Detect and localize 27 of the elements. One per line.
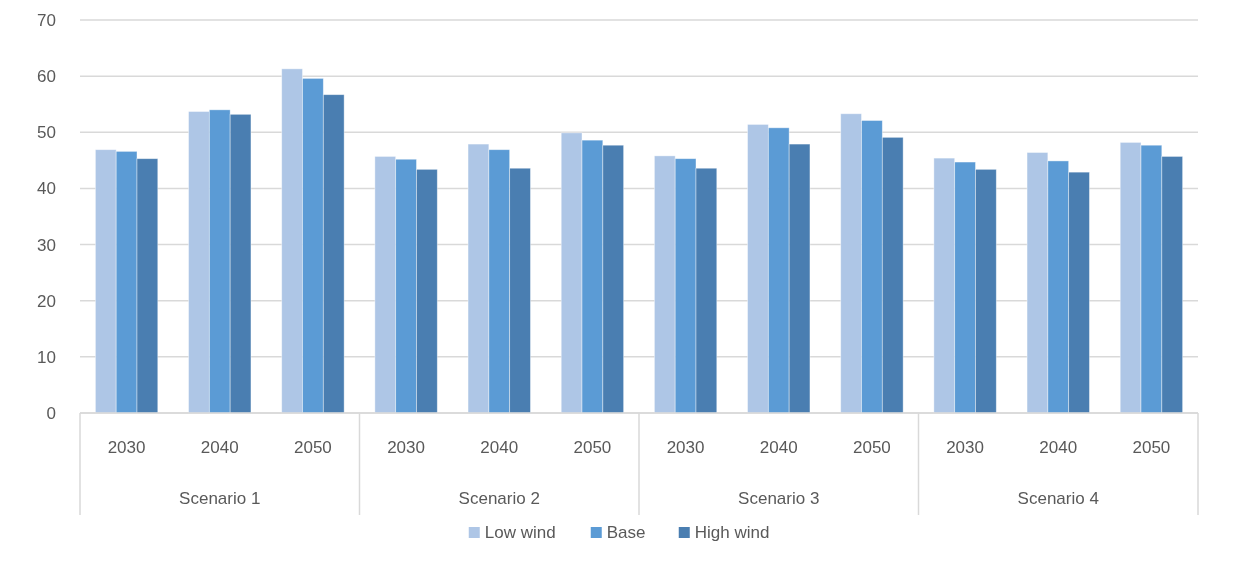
y-tick-label: 60 (37, 67, 56, 87)
y-tick-label: 20 (37, 291, 56, 311)
legend-label: Low wind (484, 522, 556, 542)
x-tick-label: 2040 (200, 437, 239, 457)
y-tick-label: 10 (37, 347, 56, 367)
y-tick-label: 30 (37, 235, 56, 255)
x-tick-label: 2040 (480, 437, 519, 457)
legend-label: High wind (694, 522, 770, 542)
x-tick-label: 2050 (1132, 437, 1171, 457)
x-tick-label: 2040 (1039, 437, 1078, 457)
y-tick-label: 70 (37, 10, 56, 30)
x-tick-label: 2030 (666, 437, 705, 457)
x-tick-label: 2050 (294, 437, 332, 457)
text: Scenario 2 (458, 488, 540, 508)
x-tick-label: 2030 (387, 437, 425, 457)
y-tick-label: 40 (37, 179, 56, 199)
x-tick-label: 2050 (853, 437, 891, 457)
y-tick-label: 50 (37, 123, 56, 143)
x-tick-label: 2030 (946, 437, 984, 457)
y-tick-label: 0 (46, 403, 56, 423)
legend-label: Base (606, 522, 646, 542)
x-tick-label: 2050 (573, 437, 612, 457)
x-tick-label: 2030 (107, 437, 146, 457)
text: Scenario 3 (738, 488, 820, 508)
text: Scenario 4 (1017, 488, 1099, 508)
x-tick-label: 2040 (759, 437, 798, 457)
text: Scenario 1 (179, 488, 261, 508)
